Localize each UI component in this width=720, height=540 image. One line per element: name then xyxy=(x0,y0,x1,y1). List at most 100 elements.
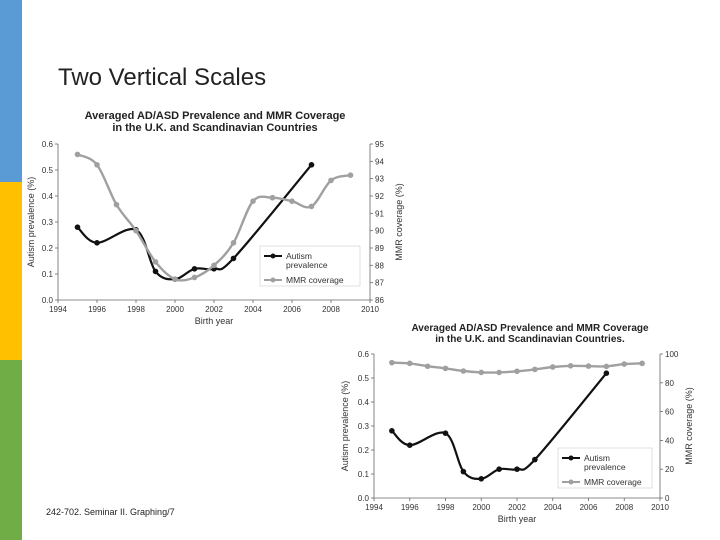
c1-y2-tick-label: 95 xyxy=(375,140,384,149)
c2-y-tick-label: 0.1 xyxy=(358,470,370,479)
c1-x-axis-label: Birth year xyxy=(195,316,234,326)
c2-y2-tick-label: 40 xyxy=(665,436,674,445)
c1-autism-point xyxy=(152,268,159,275)
c1-mmr-point xyxy=(211,262,217,269)
c2-x-tick-label: 1996 xyxy=(401,503,419,512)
c2-y-tick-label: 0.6 xyxy=(358,350,370,359)
c1-x-tick-label: 2008 xyxy=(322,305,340,314)
c1-legend-label-autism: Autism xyxy=(286,251,312,261)
c2-y-tick-label: 0.4 xyxy=(358,398,370,407)
c1-y2-tick-label: 87 xyxy=(375,279,384,288)
c1-autism-point xyxy=(94,240,100,246)
c2-legend-label-autism: Autism xyxy=(584,453,610,463)
c1-y-tick-label: 0.3 xyxy=(42,218,54,227)
c2-x-tick-label: 1994 xyxy=(365,503,383,512)
c2-mmr-point xyxy=(442,365,449,372)
c2-y2-tick-label: 100 xyxy=(665,350,679,359)
c1-mmr-point xyxy=(94,162,100,168)
c1-mmr-point xyxy=(308,203,315,210)
c1-x-tick-label: 2006 xyxy=(283,305,301,314)
c2-autism-point xyxy=(603,370,610,376)
c1-title: Averaged AD/ASD Prevalence and MMR Cover… xyxy=(85,110,346,122)
c2-mmr-point xyxy=(478,369,485,376)
c2-mmr-point xyxy=(496,369,502,376)
c2-x-tick-label: 1998 xyxy=(437,503,455,512)
c2-x-tick-label: 2000 xyxy=(472,503,490,512)
c1-legend-marker-autism xyxy=(270,253,276,259)
c2-mmr-point xyxy=(549,364,556,370)
c2-y-axis-label: Autism prevalence (%) xyxy=(340,381,350,472)
c2-y2-tick-label: 60 xyxy=(665,408,674,417)
c1-y-tick-label: 0.0 xyxy=(42,296,54,305)
c2-autism-point xyxy=(496,466,502,472)
c1-y-tick-label: 0.2 xyxy=(42,244,54,253)
c1-y2-tick-label: 93 xyxy=(375,175,384,184)
c2-mmr-point xyxy=(424,363,431,370)
c1-y2-axis-label: MMR coverage (%) xyxy=(394,183,404,261)
c2-x-axis-label: Birth year xyxy=(498,514,537,524)
c2-x-tick-label: 2010 xyxy=(651,503,669,512)
c1-y2-tick-label: 88 xyxy=(375,261,384,270)
c2-legend-label-autism-line2: prevalence xyxy=(584,462,626,472)
c2-x-tick-label: 2008 xyxy=(615,503,633,512)
c2-autism-point xyxy=(460,468,467,475)
c2-x-tick-label: 2002 xyxy=(508,503,526,512)
c1-mmr-point xyxy=(152,259,159,265)
c1-autism-point xyxy=(230,255,237,262)
c2-y2-tick-label: 0 xyxy=(665,494,670,503)
c1-y2-tick-label: 92 xyxy=(375,192,384,201)
c2-mmr-point xyxy=(639,360,645,367)
c2-mmr-point xyxy=(585,363,592,369)
c1-y2-tick-label: 90 xyxy=(375,227,384,236)
c2-y2-axis-label: MMR coverage (%) xyxy=(684,387,694,465)
c2-mmr-point xyxy=(567,363,574,369)
c1-legend-marker-mmr xyxy=(270,277,276,283)
c1-mmr-point xyxy=(328,177,334,184)
c1-autism-point xyxy=(191,266,198,272)
c2-autism-point xyxy=(389,428,395,434)
c2-mmr-point xyxy=(603,363,610,370)
c2-subtitle: in the U.K. and Scandinavian Countries. xyxy=(435,334,625,345)
c1-y-axis-label: Autism prevalence (%) xyxy=(26,177,36,268)
c1-x-tick-label: 1996 xyxy=(88,305,106,314)
chart-top: Averaged AD/ASD Prevalence and MMR Cover… xyxy=(26,110,404,326)
c1-mmr-point xyxy=(230,240,237,246)
c1-y-tick-label: 0.5 xyxy=(42,166,54,175)
c2-y2-tick-label: 80 xyxy=(665,379,674,388)
c1-x-tick-label: 2000 xyxy=(166,305,184,314)
c1-mmr-point xyxy=(347,172,354,178)
c2-y2-tick-label: 20 xyxy=(665,465,674,474)
c2-y-tick-label: 0.2 xyxy=(358,446,370,455)
c2-mmr-point xyxy=(460,368,467,374)
accent-bar-gap xyxy=(22,0,36,540)
c1-y-tick-label: 0.6 xyxy=(42,140,54,149)
c1-mmr-point xyxy=(269,194,276,201)
c2-y-tick-label: 0.5 xyxy=(358,374,370,383)
c1-y2-tick-label: 89 xyxy=(375,244,384,253)
c2-mmr-point xyxy=(389,359,395,366)
c2-autism-point xyxy=(442,430,449,436)
c2-y-tick-label: 0.3 xyxy=(358,422,370,431)
c1-x-tick-label: 2010 xyxy=(361,305,379,314)
c1-x-tick-label: 2002 xyxy=(205,305,223,314)
c1-mmr-point xyxy=(133,227,139,234)
c1-subtitle: in the U.K. and Scandinavian Countries xyxy=(112,122,317,134)
c2-mmr-point xyxy=(621,361,628,367)
c2-autism-point xyxy=(406,442,413,448)
c1-x-tick-label: 2004 xyxy=(244,305,262,314)
c1-autism-point xyxy=(308,162,315,168)
c2-mmr-point xyxy=(532,366,538,373)
c1-mmr-point xyxy=(113,201,120,208)
c2-x-tick-label: 2006 xyxy=(580,503,598,512)
c2-x-tick-label: 2004 xyxy=(544,503,562,512)
c1-legend-label-autism-line2: prevalence xyxy=(286,260,328,270)
slide-footer: 242-702. Seminar II. Graphing/7 xyxy=(46,507,175,517)
c2-legend-marker-mmr xyxy=(568,479,574,485)
c1-y-tick-label: 0.1 xyxy=(42,270,54,279)
c1-mmr-point xyxy=(250,198,256,204)
chart-bottom: Averaged AD/ASD Prevalence and MMR Cover… xyxy=(340,323,694,524)
c2-mmr-point xyxy=(514,368,520,375)
c1-legend-label-mmr: MMR coverage xyxy=(286,275,344,285)
c2-autism-point xyxy=(532,456,538,463)
c1-autism-point xyxy=(74,224,81,230)
